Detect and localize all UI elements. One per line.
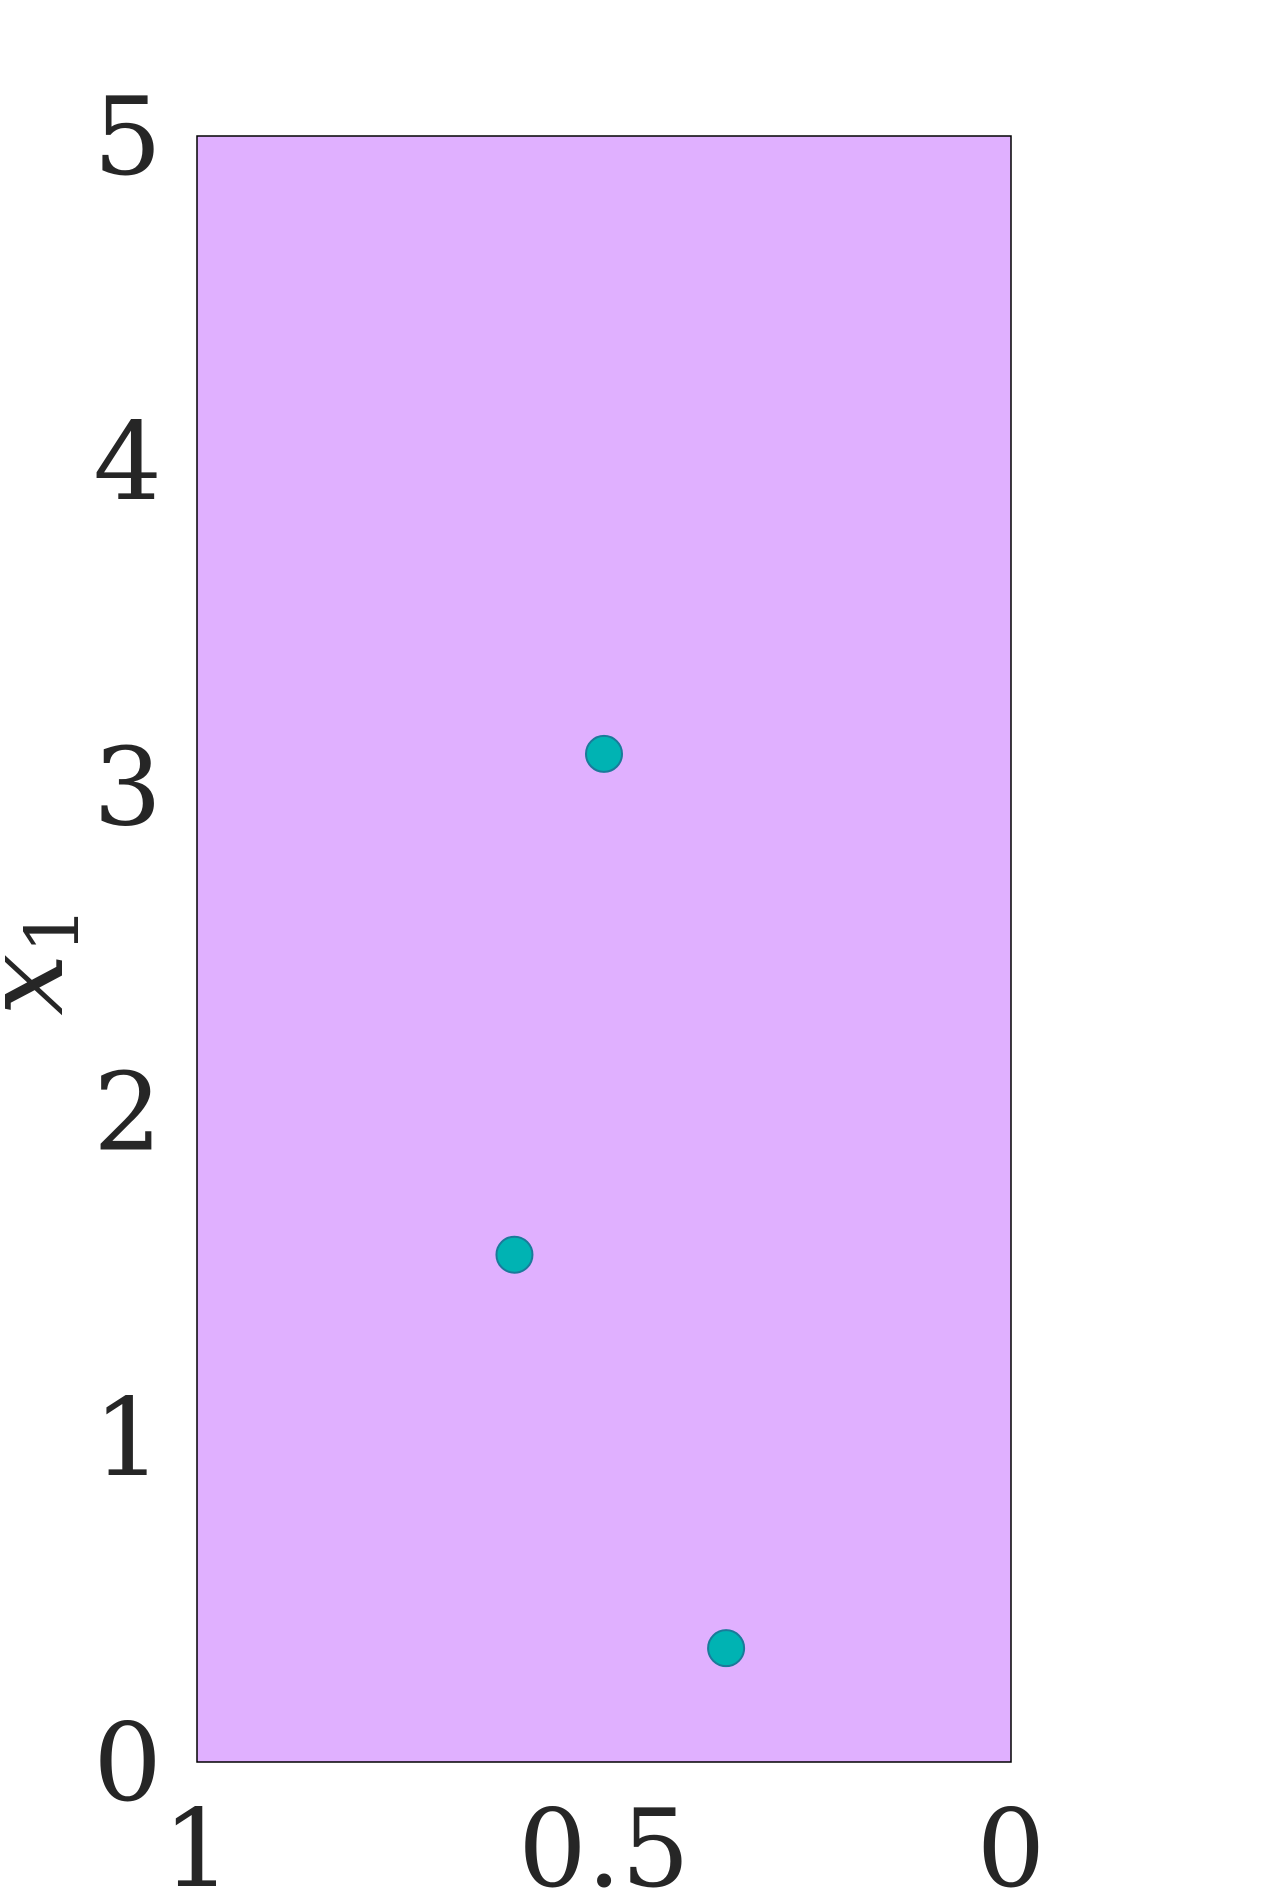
x-axis-tick-labels: 1 0.5 0 xyxy=(163,1787,1046,1890)
y-tick-label: 0 xyxy=(93,1701,162,1826)
y-axis-label: x1 xyxy=(0,906,96,1015)
y-tick-label: 2 xyxy=(93,1051,162,1176)
y-axis-label-base: x xyxy=(0,954,88,1016)
data-point xyxy=(707,1629,746,1668)
y-axis-label-subscript: 1 xyxy=(10,906,96,953)
y-tick-label: 4 xyxy=(93,400,162,525)
plot-area xyxy=(196,135,1012,1763)
y-tick-label: 3 xyxy=(93,725,162,850)
x-tick-label: 0.5 xyxy=(518,1787,690,1890)
x-tick-label: 1 xyxy=(163,1787,232,1890)
y-tick-label: 1 xyxy=(93,1376,162,1501)
data-point xyxy=(585,734,623,773)
plot-region-fill xyxy=(196,135,1012,1763)
data-points xyxy=(495,734,746,1668)
y-tick-label: 5 xyxy=(93,75,162,200)
data-point xyxy=(495,1235,534,1274)
y-axis-tick-labels: 0 1 2 3 4 5 xyxy=(93,75,162,1826)
x-tick-label: 0 xyxy=(977,1787,1046,1890)
